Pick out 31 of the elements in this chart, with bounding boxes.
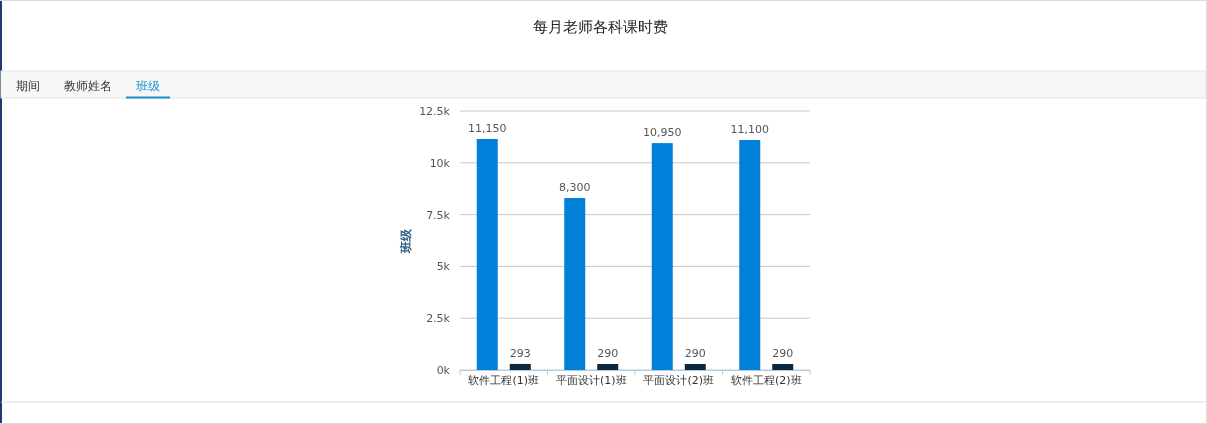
y-tick-label: 7.5k [426,208,451,222]
x-tick-label: 平面设计(2)班 [643,374,715,387]
text: 教师姓名 [64,79,112,93]
y-axis-title: 班级 [399,227,413,254]
data-label: 10,950 [643,126,682,140]
data-label: 290 [597,346,619,360]
bar [509,363,531,370]
y-tick-label: 2.5k [426,312,451,326]
bar [476,138,498,370]
y-tick-label: 5k [436,260,451,274]
x-tick-label: 软件工程(2)班 [730,374,802,387]
bar [651,143,673,370]
text: 期间 [16,79,40,93]
data-label: 290 [684,346,706,360]
x-tick-label: 软件工程(1)班 [468,374,540,387]
data-label: 11,150 [468,121,507,135]
data-label: 290 [772,346,794,360]
x-tick-label: 平面设计(1)班 [555,374,627,387]
data-label: 11,100 [730,123,769,137]
chart-title: 每月老师各科课时费 [532,18,668,36]
bar [684,363,706,370]
data-label: 8,300 [559,181,591,195]
data-label: 293 [509,346,531,360]
bar [597,363,619,370]
y-tick-label: 10k [429,156,451,170]
bar [739,140,761,370]
y-tick-label: 0k [436,364,451,377]
text: 班级 [136,79,160,93]
y-tick-label: 12.5k [419,105,451,118]
bar [564,198,586,370]
bar [772,363,794,370]
